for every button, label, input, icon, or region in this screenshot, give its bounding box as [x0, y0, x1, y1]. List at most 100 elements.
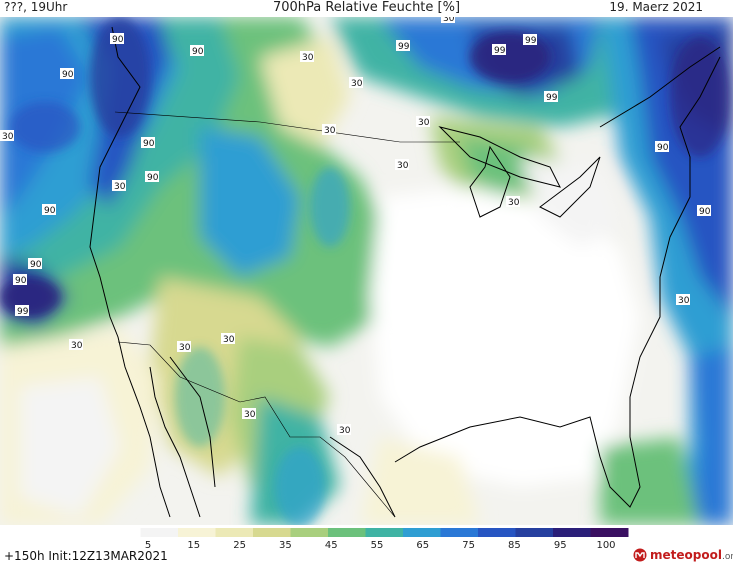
contour-label: 99: [523, 34, 537, 46]
colorbar-swatch: [178, 528, 216, 537]
coastlines: [89, 26, 721, 518]
colorbar-tick-label: 65: [416, 540, 429, 549]
colorbar-tick-label: 55: [371, 540, 384, 549]
contour-label: 90: [190, 45, 204, 57]
svg-text:90: 90: [15, 276, 27, 286]
humidity-map: 90 90 90 30 99 99 99 99 90 30 90 90 30 3…: [0, 17, 733, 525]
colorbar-tick-label: 15: [187, 540, 200, 549]
svg-text:99: 99: [398, 42, 410, 52]
svg-text:30: 30: [678, 296, 690, 306]
colorbar-swatch: [478, 528, 516, 537]
colorbar-swatch: [440, 528, 479, 537]
contour-label: 90: [60, 68, 74, 80]
svg-text:90: 90: [112, 35, 124, 45]
svg-text:90: 90: [30, 260, 42, 270]
colorbar-swatches: [103, 528, 629, 537]
contour-label: 30: [0, 130, 14, 142]
contour-label: 30: [300, 51, 314, 63]
logo-icon: [633, 548, 647, 562]
svg-text:99: 99: [525, 36, 537, 46]
valid-date: 19. Maerz 2021: [609, 0, 703, 14]
svg-text:30: 30: [223, 335, 235, 345]
contour-label: 30: [676, 294, 690, 306]
contour-label: 30: [395, 159, 409, 171]
header: ???, 19Uhr 700hPa Relative Feuchte [%] 1…: [0, 0, 733, 17]
contour-label: 99: [544, 91, 558, 103]
colorbar-tick-label: 5: [145, 540, 151, 549]
contour-label: 30: [349, 77, 363, 89]
svg-text:90: 90: [44, 206, 56, 216]
colorbar-swatch: [328, 528, 366, 537]
colorbar-ticks: 5 15 25 35 45 55 65 75 85 95 100: [145, 540, 616, 549]
contour-label: 30: [112, 180, 126, 192]
contour-label: 30: [221, 333, 235, 345]
colorbar-swatch: [215, 528, 254, 537]
colorbar-tick-label: 100: [596, 540, 615, 549]
valid-time: ???, 19Uhr: [4, 0, 68, 14]
svg-text:30: 30: [2, 132, 14, 142]
contour-label: 90: [13, 274, 27, 286]
logo-text: meteopool.org: [650, 548, 733, 562]
svg-text:30: 30: [114, 182, 126, 192]
svg-text:30: 30: [508, 198, 520, 208]
colorbar: 5 15 25 35 45 55 65 75 85 95 100: [103, 528, 629, 549]
contour-label: 30: [506, 196, 520, 208]
map-title: 700hPa Relative Feuchte [%]: [272, 0, 461, 15]
colorbar-swatch: [590, 528, 629, 537]
colorbar-swatch: [553, 528, 591, 537]
svg-text:30: 30: [71, 341, 83, 351]
contour-label: 30: [322, 124, 336, 136]
svg-text:30: 30: [244, 410, 256, 420]
meteopool-logo[interactable]: meteopool.org: [633, 547, 733, 563]
colorbar-swatch: [403, 528, 441, 537]
svg-text:30: 30: [324, 126, 336, 136]
contour-label: 30: [416, 116, 430, 128]
colorbar-swatch: [515, 528, 554, 537]
svg-text:90: 90: [699, 207, 711, 217]
colorbar-tick-label: 25: [233, 540, 246, 549]
contour-labels: 90 90 90 30 99 99 99 99 90 30 90 90 30 3…: [0, 17, 711, 436]
svg-text:90: 90: [657, 143, 669, 153]
contour-label: 30: [177, 341, 191, 353]
svg-text:90: 90: [192, 47, 204, 57]
colorbar-swatch: [103, 528, 141, 537]
contour-label: 99: [15, 305, 29, 317]
contour-label: 30: [441, 17, 455, 24]
contour-label: 99: [492, 44, 506, 56]
contour-label: 30: [337, 424, 351, 436]
svg-text:30: 30: [339, 426, 351, 436]
contour-label: 90: [145, 171, 159, 183]
colorbar-tick-label: 75: [462, 540, 475, 549]
svg-text:99: 99: [546, 93, 558, 103]
contour-label: 90: [697, 205, 711, 217]
contour-label: 30: [69, 339, 83, 351]
colorbar-swatch: [290, 528, 329, 537]
contour-label: 90: [42, 204, 56, 216]
svg-text:30: 30: [397, 161, 409, 171]
contour-label: 30: [242, 408, 256, 420]
svg-text:30: 30: [443, 17, 455, 24]
svg-text:30: 30: [179, 343, 191, 353]
svg-text:30: 30: [418, 118, 430, 128]
svg-text:30: 30: [302, 53, 314, 63]
contour-label: 90: [141, 137, 155, 149]
svg-text:90: 90: [143, 139, 155, 149]
humidity-field: 90 90 90 30 99 99 99 99 90 30 90 90 30 3…: [0, 17, 733, 525]
forecast-info: +150h Init:12Z13MAR2021: [4, 549, 168, 563]
colorbar-swatch: [365, 528, 404, 537]
svg-text:90: 90: [147, 173, 159, 183]
svg-text:99: 99: [17, 307, 29, 317]
colorbar-tick-label: 45: [325, 540, 338, 549]
colorbar-swatch: [140, 528, 179, 537]
colorbar-tick-label: 35: [279, 540, 292, 549]
contour-label: 99: [396, 40, 410, 52]
svg-text:30: 30: [351, 79, 363, 89]
contour-label: 90: [28, 258, 42, 270]
colorbar-tick-label: 85: [508, 540, 521, 549]
colorbar-tick-label: 95: [554, 540, 567, 549]
contour-label: 90: [655, 141, 669, 153]
footer: 5 15 25 35 45 55 65 75 85 95 100 +150h Init:12Z13M…: [0, 525, 733, 566]
colorbar-swatch: [253, 528, 291, 537]
svg-text:90: 90: [62, 70, 74, 80]
contour-label: 90: [110, 33, 124, 45]
